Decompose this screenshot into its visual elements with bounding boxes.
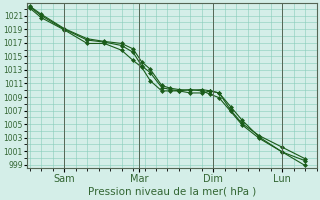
X-axis label: Pression niveau de la mer( hPa ): Pression niveau de la mer( hPa ) [88,187,256,197]
